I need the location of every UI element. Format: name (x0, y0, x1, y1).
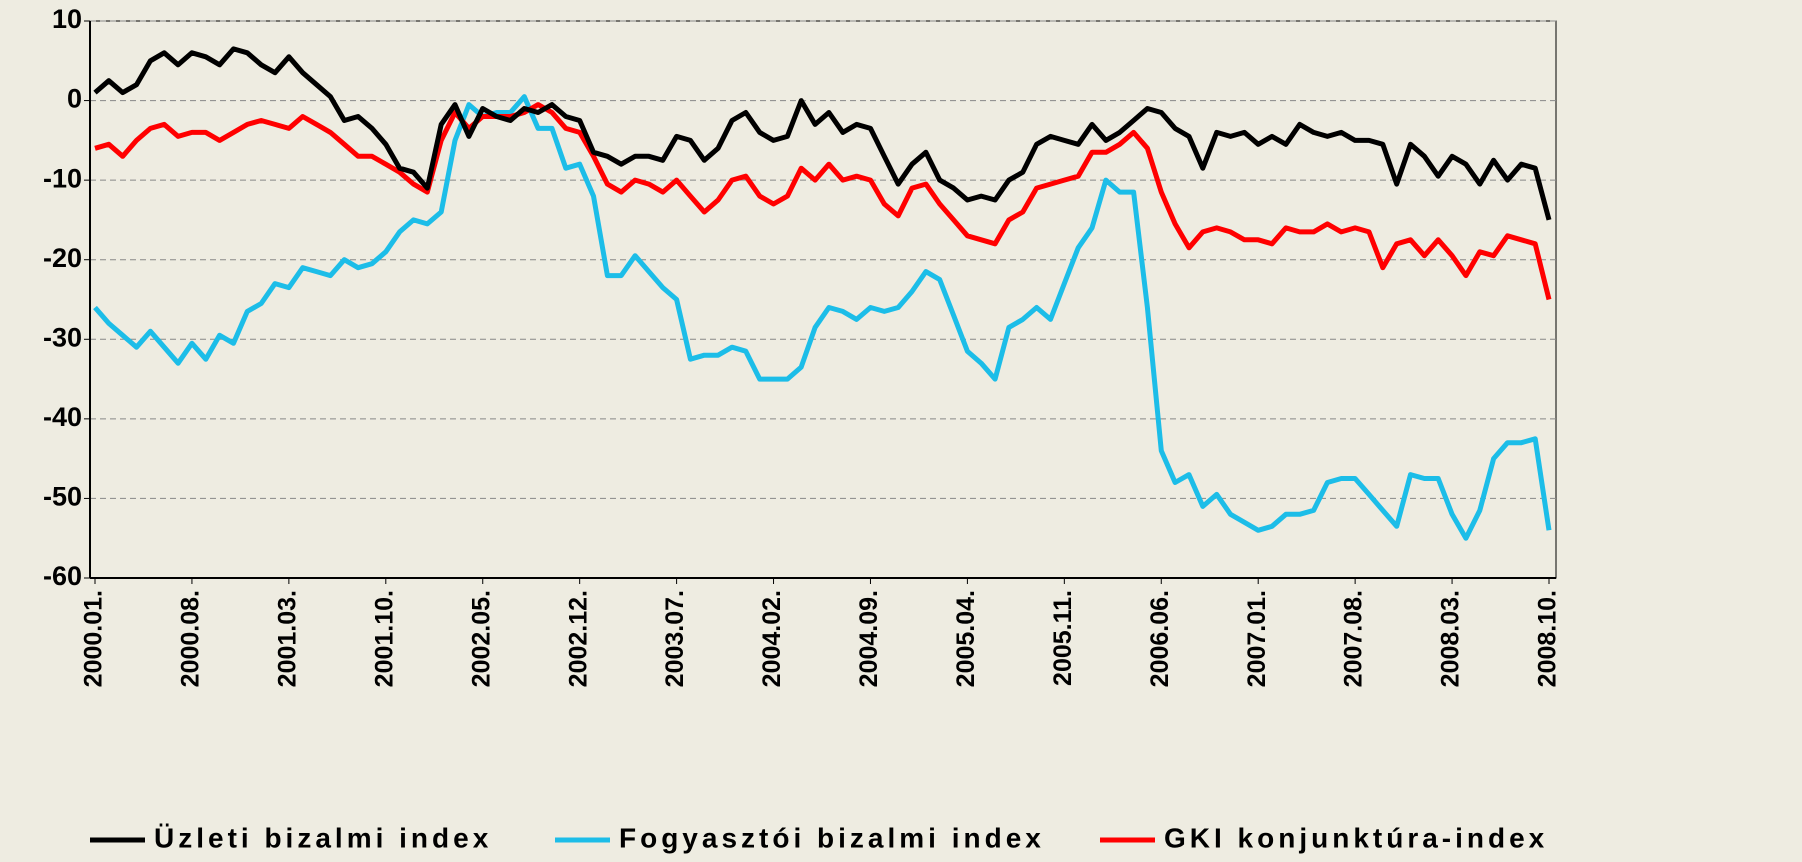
series-line (94, 102, 1552, 301)
x-tick-label: 2005.04. (952, 590, 980, 687)
x-tick-label: 2008.10. (1534, 590, 1562, 687)
plot-area (89, 20, 1557, 579)
y-tick-label: -40 (43, 402, 82, 432)
y-tick-label: -10 (43, 163, 82, 193)
x-tick-label: 2001.03. (273, 590, 301, 687)
y-tick-label: -60 (43, 561, 82, 591)
series-line (93, 94, 1552, 541)
x-tick-label: 2001.10. (370, 590, 398, 687)
x-tick-label: 2005.11. (1049, 590, 1077, 686)
x-tick-label: 2007.08. (1340, 590, 1368, 687)
legend-label: Fogyasztói bizalmi index (619, 822, 1045, 853)
x-tick-label: 2006.06. (1146, 590, 1174, 687)
series-line (93, 46, 1552, 221)
x-tick-label: 2004.02. (758, 590, 786, 687)
x-tick-label: 2000.08. (177, 590, 205, 687)
x-tick-label: 2007.01. (1243, 590, 1271, 687)
y-tick-label: 10 (52, 4, 82, 34)
x-tick-label: 2002.05. (467, 590, 495, 687)
x-tick-label: 2003.07. (661, 590, 689, 687)
legend-label: GKI konjunktúra-index (1164, 822, 1548, 853)
y-tick-label: -30 (43, 322, 82, 352)
y-tick-label: -50 (43, 482, 82, 512)
x-tick-label: 2000.01. (80, 590, 108, 687)
x-tick-label: 2002.12. (564, 590, 592, 687)
y-tick-label: 0 (67, 84, 82, 114)
x-tick-label: 2004.09. (855, 590, 883, 687)
x-tick-label: 2008.03. (1437, 590, 1465, 687)
legend-label: Üzleti bizalmi index (154, 822, 492, 853)
y-tick-label: -20 (43, 243, 82, 273)
